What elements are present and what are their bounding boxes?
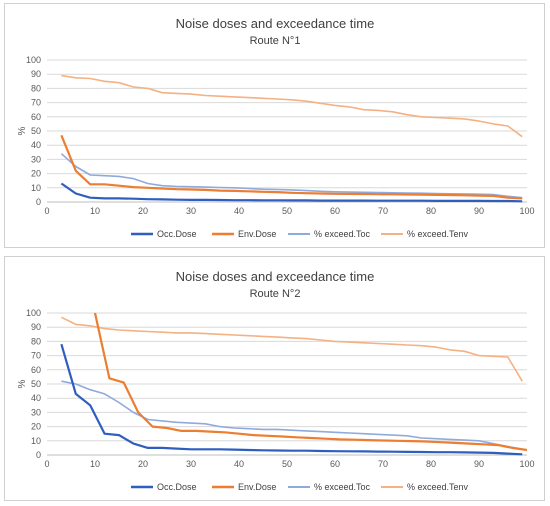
y-tick-label: 20 (31, 422, 41, 432)
chart-panel-route-2: Noise doses and exceedance time Route N°2… (4, 256, 545, 501)
x-tick-label: 90 (474, 459, 484, 469)
chart-panel-route-1: Noise doses and exceedance time Route N°1… (4, 3, 545, 248)
legend-label: Occ.Dose (157, 229, 197, 239)
legend-label: % exceed.Tenv (407, 229, 469, 239)
y-tick-label: 30 (31, 154, 41, 164)
x-tick-label: 70 (378, 206, 388, 216)
y-tick-label: 70 (31, 351, 41, 361)
series-line-occ-dose (60, 182, 523, 203)
x-tick-label: 10 (90, 459, 100, 469)
y-tick-label: 100 (26, 308, 41, 318)
x-tick-label: 10 (90, 206, 100, 216)
x-tick-label: 90 (474, 206, 484, 216)
y-tick-label: 40 (31, 393, 41, 403)
y-tick-label: 60 (31, 365, 41, 375)
legend-label: Env.Dose (238, 229, 276, 239)
chart-title: Noise doses and exceedance time (176, 16, 375, 31)
x-tick-label: 80 (426, 459, 436, 469)
series-line-env-dose (60, 134, 523, 200)
y-axis-label: % (17, 126, 28, 135)
y-tick-label: 50 (31, 379, 41, 389)
x-tick-label: 50 (282, 206, 292, 216)
y-tick-label: 90 (31, 69, 41, 79)
x-tick-label: 100 (519, 459, 534, 469)
chart-subtitle: Route N°2 (250, 288, 301, 300)
y-tick-label: 0 (36, 450, 41, 460)
series-line-exceed-tenv (61, 74, 523, 138)
x-tick-label: 60 (330, 206, 340, 216)
x-tick-label: 30 (186, 459, 196, 469)
y-tick-label: 60 (31, 112, 41, 122)
x-tick-label: 0 (44, 206, 49, 216)
legend-label: % exceed.Tenv (407, 482, 469, 492)
y-tick-label: 50 (31, 126, 41, 136)
x-tick-label: 50 (282, 459, 292, 469)
y-tick-label: 80 (31, 336, 41, 346)
series-line-env-dose (93, 312, 527, 452)
y-tick-label: 20 (31, 169, 41, 179)
y-tick-label: 10 (31, 436, 41, 446)
x-tick-label: 30 (186, 206, 196, 216)
legend-label: Env.Dose (238, 482, 276, 492)
x-tick-label: 80 (426, 206, 436, 216)
y-axis-label: % (17, 379, 28, 388)
legend-label: % exceed.Toc (314, 229, 371, 239)
y-tick-label: 80 (31, 83, 41, 93)
x-tick-label: 70 (378, 459, 388, 469)
line-chart-route-1: Noise doses and exceedance time Route N°1… (17, 16, 535, 239)
legend-label: % exceed.Toc (314, 482, 371, 492)
y-tick-label: 70 (31, 98, 41, 108)
y-tick-label: 10 (31, 183, 41, 193)
x-tick-label: 20 (138, 206, 148, 216)
x-tick-label: 20 (138, 459, 148, 469)
series-line-exceed-tenv (61, 316, 523, 382)
x-tick-label: 60 (330, 459, 340, 469)
chart-title: Noise doses and exceedance time (176, 269, 375, 284)
series-line-exceed-toc (60, 153, 523, 199)
x-tick-label: 40 (234, 206, 244, 216)
y-tick-label: 90 (31, 322, 41, 332)
x-tick-label: 100 (519, 206, 534, 216)
y-tick-label: 100 (26, 55, 41, 65)
line-chart-route-2: Noise doses and exceedance time Route N°2… (17, 269, 535, 492)
chart-subtitle: Route N°1 (250, 35, 301, 47)
legend-label: Occ.Dose (157, 482, 197, 492)
y-tick-label: 0 (36, 197, 41, 207)
y-tick-label: 30 (31, 407, 41, 417)
series-line-occ-dose (60, 343, 523, 456)
x-tick-label: 0 (44, 459, 49, 469)
y-tick-label: 40 (31, 140, 41, 150)
series-line-exceed-toc (61, 380, 523, 451)
x-tick-label: 40 (234, 459, 244, 469)
